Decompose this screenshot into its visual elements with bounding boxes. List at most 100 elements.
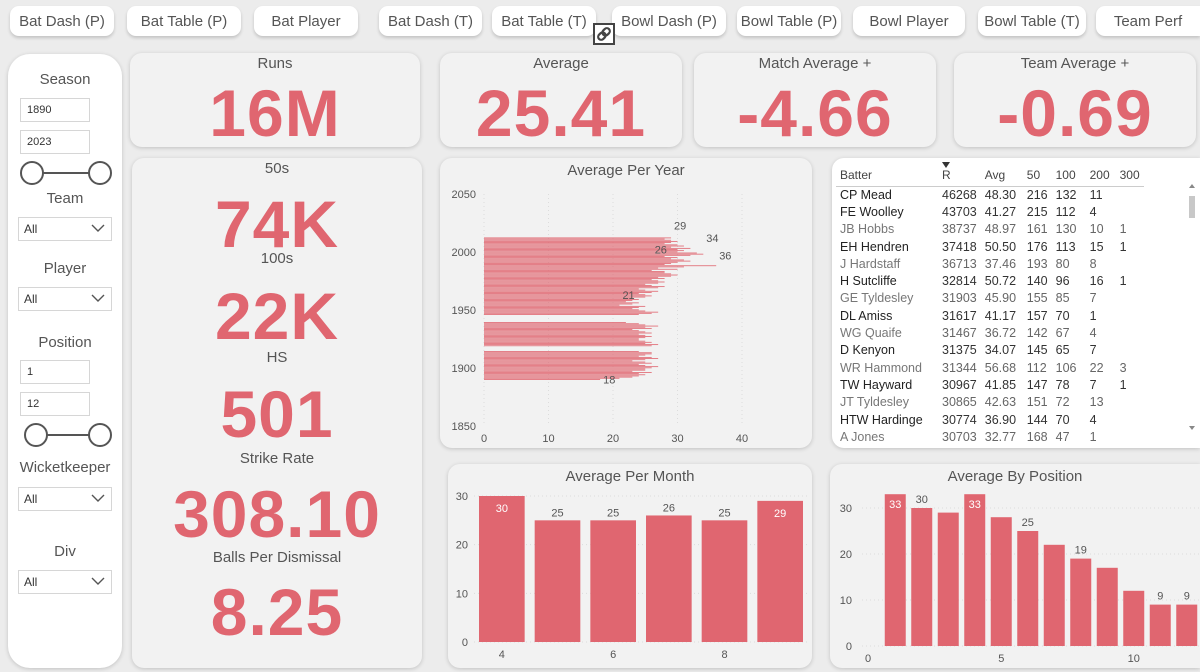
chevron-down-icon	[91, 294, 105, 302]
column-header-300[interactable]: 300	[1115, 164, 1144, 187]
bar	[484, 246, 672, 248]
team-average-value: -0.69	[997, 76, 1153, 150]
team-dropdown[interactable]: All	[18, 217, 112, 241]
cell-100: 113	[1055, 239, 1076, 254]
batter-name: TW Hayward	[840, 377, 913, 392]
tab-bat-dash-p[interactable]: Bat Dash (P)	[10, 6, 114, 36]
table-row[interactable]: DL Amiss 31617 41.17 157 70 1	[836, 307, 1144, 324]
cell-200: 4	[1089, 204, 1097, 219]
table-row[interactable]: D Kenyon 31375 34.07 145 65 7	[836, 342, 1144, 359]
team-value: All	[24, 222, 38, 236]
bar	[1176, 604, 1198, 646]
column-header-100[interactable]: 100	[1051, 164, 1086, 187]
average-by-position-title: Average By Position	[947, 468, 1083, 485]
table-row[interactable]: H Sutcliffe 32814 50.72 140 96 16 1	[836, 272, 1144, 289]
table-scrollbar[interactable]	[1188, 182, 1196, 432]
cell-50: 193	[1026, 256, 1048, 271]
table-row[interactable]: WR Hammond 31344 56.68 112 106 22 3	[836, 359, 1144, 376]
table-row[interactable]: CP Mead 46268 48.30 216 132 11	[836, 186, 1144, 203]
average-by-position-chart: 0 10 20 30 0 5 10 33 30 33 25 19 9 9	[840, 494, 1200, 665]
table-row[interactable]: HTW Hardinge 30774 36.90 144 70 4	[836, 411, 1144, 428]
strike-rate-label: Strike Rate	[239, 450, 315, 467]
bar	[484, 360, 633, 362]
data-label: 18	[603, 375, 615, 387]
table-row[interactable]: GE Tyldesley 31903 45.90 155 85 7	[836, 290, 1144, 307]
table-row[interactable]: FE Woolley 43703 41.27 215 112 4	[836, 203, 1144, 220]
table-row[interactable]: J Hardstaff 36713 37.46 193 80 8	[836, 255, 1144, 272]
cell-r: 31344	[942, 360, 977, 375]
tab-bat-player[interactable]: Bat Player	[254, 6, 358, 36]
column-header-batter[interactable]: Batter	[836, 164, 938, 187]
y-tick-label: 2000	[452, 247, 476, 259]
bar	[484, 242, 672, 243]
tab-bowl-table-p[interactable]: Bowl Table (P)	[737, 6, 841, 36]
cell-avg: 32.77	[984, 429, 1017, 444]
average-per-year-chart: 0 10 20 30 40 1850 1900 1950 2000 2050 29 34 26 36 21 1…	[452, 189, 749, 445]
data-label: 30	[496, 503, 508, 515]
table-row[interactable]: TW Hayward 30967 41.85 147 78 7 1	[836, 376, 1144, 393]
column-header-avg[interactable]: Avg	[980, 164, 1023, 187]
bar	[484, 243, 665, 245]
column-header-50[interactable]: 50	[1022, 164, 1052, 187]
column-header-200[interactable]: 200	[1085, 164, 1116, 187]
table-row[interactable]: JT Tyldesley 30865 42.63 151 72 13	[836, 394, 1144, 411]
bar	[484, 311, 659, 313]
data-label: 26	[655, 245, 667, 257]
bar	[484, 375, 639, 377]
strike-rate-value: 308.10	[173, 477, 381, 551]
cell-300: 3	[1119, 360, 1127, 375]
position-to-input[interactable]: 12	[20, 392, 90, 416]
tab-bat-table-t[interactable]: Bat Table (T)	[492, 6, 596, 36]
cell-50: 145	[1026, 343, 1048, 358]
bar	[1096, 567, 1118, 646]
bar	[484, 278, 665, 279]
tab-bowl-player[interactable]: Bowl Player	[853, 6, 965, 36]
tab-bat-dash-t[interactable]: Bat Dash (T)	[379, 6, 482, 36]
cell-200: 11	[1089, 187, 1103, 202]
bar	[484, 368, 646, 370]
tab-team-perf[interactable]: Team Perf	[1096, 6, 1200, 36]
wicketkeeper-dropdown[interactable]: All	[18, 487, 112, 511]
tab-bowl-dash-p[interactable]: Bowl Dash (P)	[612, 6, 726, 36]
link-icon[interactable]	[593, 23, 615, 45]
bar	[484, 333, 639, 335]
bar	[534, 520, 581, 642]
cell-100: 67	[1055, 326, 1070, 341]
bar	[484, 312, 652, 314]
table-row[interactable]: EH Hendren 37418 50.50 176 113 15 1	[836, 238, 1144, 255]
column-header-r[interactable]: R	[938, 162, 981, 187]
table-row[interactable]: JB Hobbs 38737 48.97 161 130 10 1	[836, 221, 1144, 238]
cell-200: 4	[1089, 326, 1097, 341]
bar	[484, 265, 717, 267]
table-row[interactable]: A Jones 30703 32.77 168 47 1	[836, 428, 1144, 445]
bar	[484, 309, 639, 311]
cell-avg: 45.90	[984, 291, 1017, 306]
bar	[484, 258, 672, 260]
bar	[484, 250, 684, 252]
cell-r: 30865	[942, 395, 977, 410]
batter-name: DL Amiss	[840, 308, 893, 323]
player-dropdown[interactable]: All	[18, 287, 112, 311]
cell-200: 4	[1089, 412, 1097, 427]
bar	[484, 274, 678, 276]
cell-r: 31375	[942, 343, 977, 358]
position-range-slider[interactable]	[20, 422, 112, 448]
bar	[484, 301, 626, 303]
team-average-card: Team Average + -0.69	[954, 53, 1196, 150]
batter-name: HTW Hardinge	[840, 412, 923, 427]
cell-100: 106	[1055, 360, 1077, 375]
bar	[484, 361, 646, 363]
tab-bowl-table-t[interactable]: Bowl Table (T)	[978, 6, 1086, 36]
wicketkeeper-value: All	[24, 492, 38, 506]
season-to-input[interactable]: 2023	[20, 130, 90, 154]
bar	[484, 283, 646, 285]
season-from-input[interactable]: 1890	[20, 98, 90, 122]
table-row[interactable]: WG Quaife 31467 36.72 142 67 4	[836, 324, 1144, 341]
cell-100: 47	[1055, 429, 1070, 444]
player-label: Player	[43, 260, 87, 277]
season-range-slider[interactable]	[20, 160, 112, 186]
div-dropdown[interactable]: All	[18, 570, 112, 594]
tab-bat-table-p[interactable]: Bat Table (P)	[127, 6, 241, 36]
y-tick-label: 1950	[452, 305, 476, 317]
position-from-input[interactable]: 1	[20, 360, 90, 384]
